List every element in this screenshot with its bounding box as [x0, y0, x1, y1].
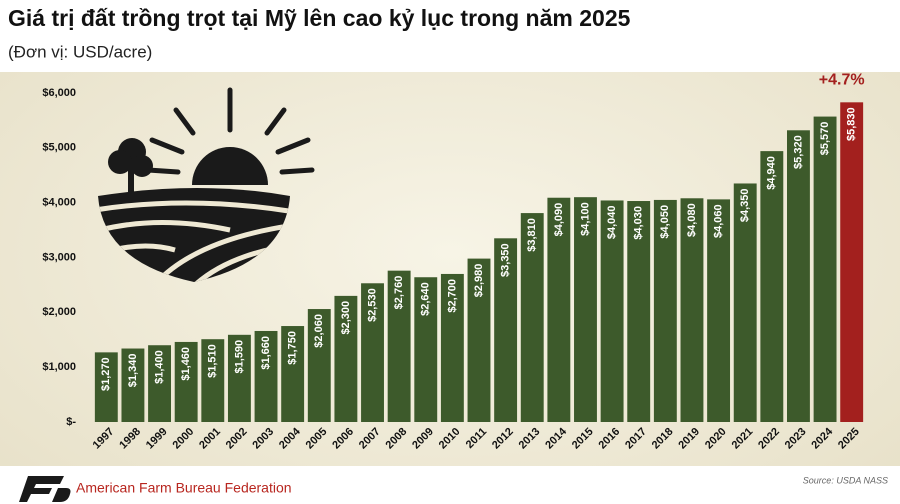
bar [494, 238, 518, 422]
bar [707, 199, 731, 422]
publisher: American Farm Bureau Federation [76, 480, 292, 496]
bar [201, 339, 225, 422]
bar [281, 326, 305, 422]
value-label: $4,050 [659, 205, 671, 239]
value-label: $4,350 [739, 188, 751, 222]
source: Source: USDA NASS [803, 475, 888, 485]
bar [733, 183, 757, 422]
bar [361, 283, 384, 422]
value-label: $4,080 [686, 203, 698, 237]
y-tick-label: $4,000 [42, 197, 76, 209]
y-tick-label: $- [66, 416, 76, 428]
value-label: $4,090 [553, 203, 565, 237]
value-label: $4,100 [579, 202, 591, 236]
value-label: $5,830 [846, 107, 858, 141]
chart-subtitle: (Đơn vị: USD/acre) [8, 42, 152, 61]
y-tick-label: $2,000 [42, 306, 76, 318]
bar [627, 201, 651, 422]
value-label: $2,700 [446, 279, 458, 313]
value-label: $1,590 [233, 340, 245, 374]
bar [387, 270, 411, 422]
bar [467, 258, 491, 422]
bar [547, 197, 571, 422]
value-label: $1,750 [287, 331, 299, 365]
afbf-logo [19, 476, 71, 502]
value-label: $2,640 [420, 282, 432, 316]
bar [174, 341, 198, 422]
bar [254, 330, 278, 422]
y-tick-label: $5,000 [42, 142, 76, 154]
y-tick-label: $6,000 [42, 87, 76, 99]
value-label: $5,320 [792, 135, 804, 169]
bar [760, 151, 784, 422]
bar [840, 102, 864, 423]
bar [574, 197, 597, 422]
value-label: $2,300 [340, 301, 352, 335]
value-label: $3,810 [526, 218, 538, 252]
value-label: $1,270 [100, 357, 112, 391]
value-label: $4,040 [606, 205, 618, 239]
bar [227, 334, 251, 422]
value-label: $2,060 [313, 314, 325, 348]
bar [334, 295, 358, 422]
y-tick-label: $3,000 [42, 251, 76, 263]
bar [653, 199, 677, 422]
bar [121, 348, 145, 422]
value-label: $1,400 [153, 350, 165, 384]
value-label: $1,660 [260, 336, 272, 370]
value-label: $1,460 [180, 347, 192, 381]
bar [148, 345, 171, 422]
chart-title: Giá trị đất trồng trọt tại Mỹ lên cao kỷ… [8, 5, 631, 31]
bar [307, 309, 331, 422]
farm-illustration [98, 87, 315, 282]
bar [414, 277, 438, 422]
bar [600, 200, 624, 422]
value-label: $1,510 [207, 344, 219, 378]
value-label: $4,060 [712, 204, 724, 238]
y-tick-label: $1,000 [42, 361, 76, 373]
value-label: $5,570 [819, 122, 831, 156]
footer-bg [0, 466, 900, 504]
value-label: $4,940 [766, 156, 778, 190]
bar [680, 198, 704, 422]
bar [520, 213, 544, 422]
value-label: $1,340 [127, 354, 139, 388]
value-label: $4,030 [633, 206, 645, 240]
value-label: $2,530 [366, 288, 378, 322]
header-bg [0, 0, 900, 72]
bar [94, 352, 118, 422]
bar [787, 130, 810, 422]
annotation: +4.7% [819, 72, 865, 89]
value-label: $3,350 [500, 243, 512, 277]
value-label: $2,980 [473, 264, 485, 298]
bar [440, 273, 464, 422]
bar [813, 116, 837, 422]
value-label: $2,760 [393, 276, 405, 310]
